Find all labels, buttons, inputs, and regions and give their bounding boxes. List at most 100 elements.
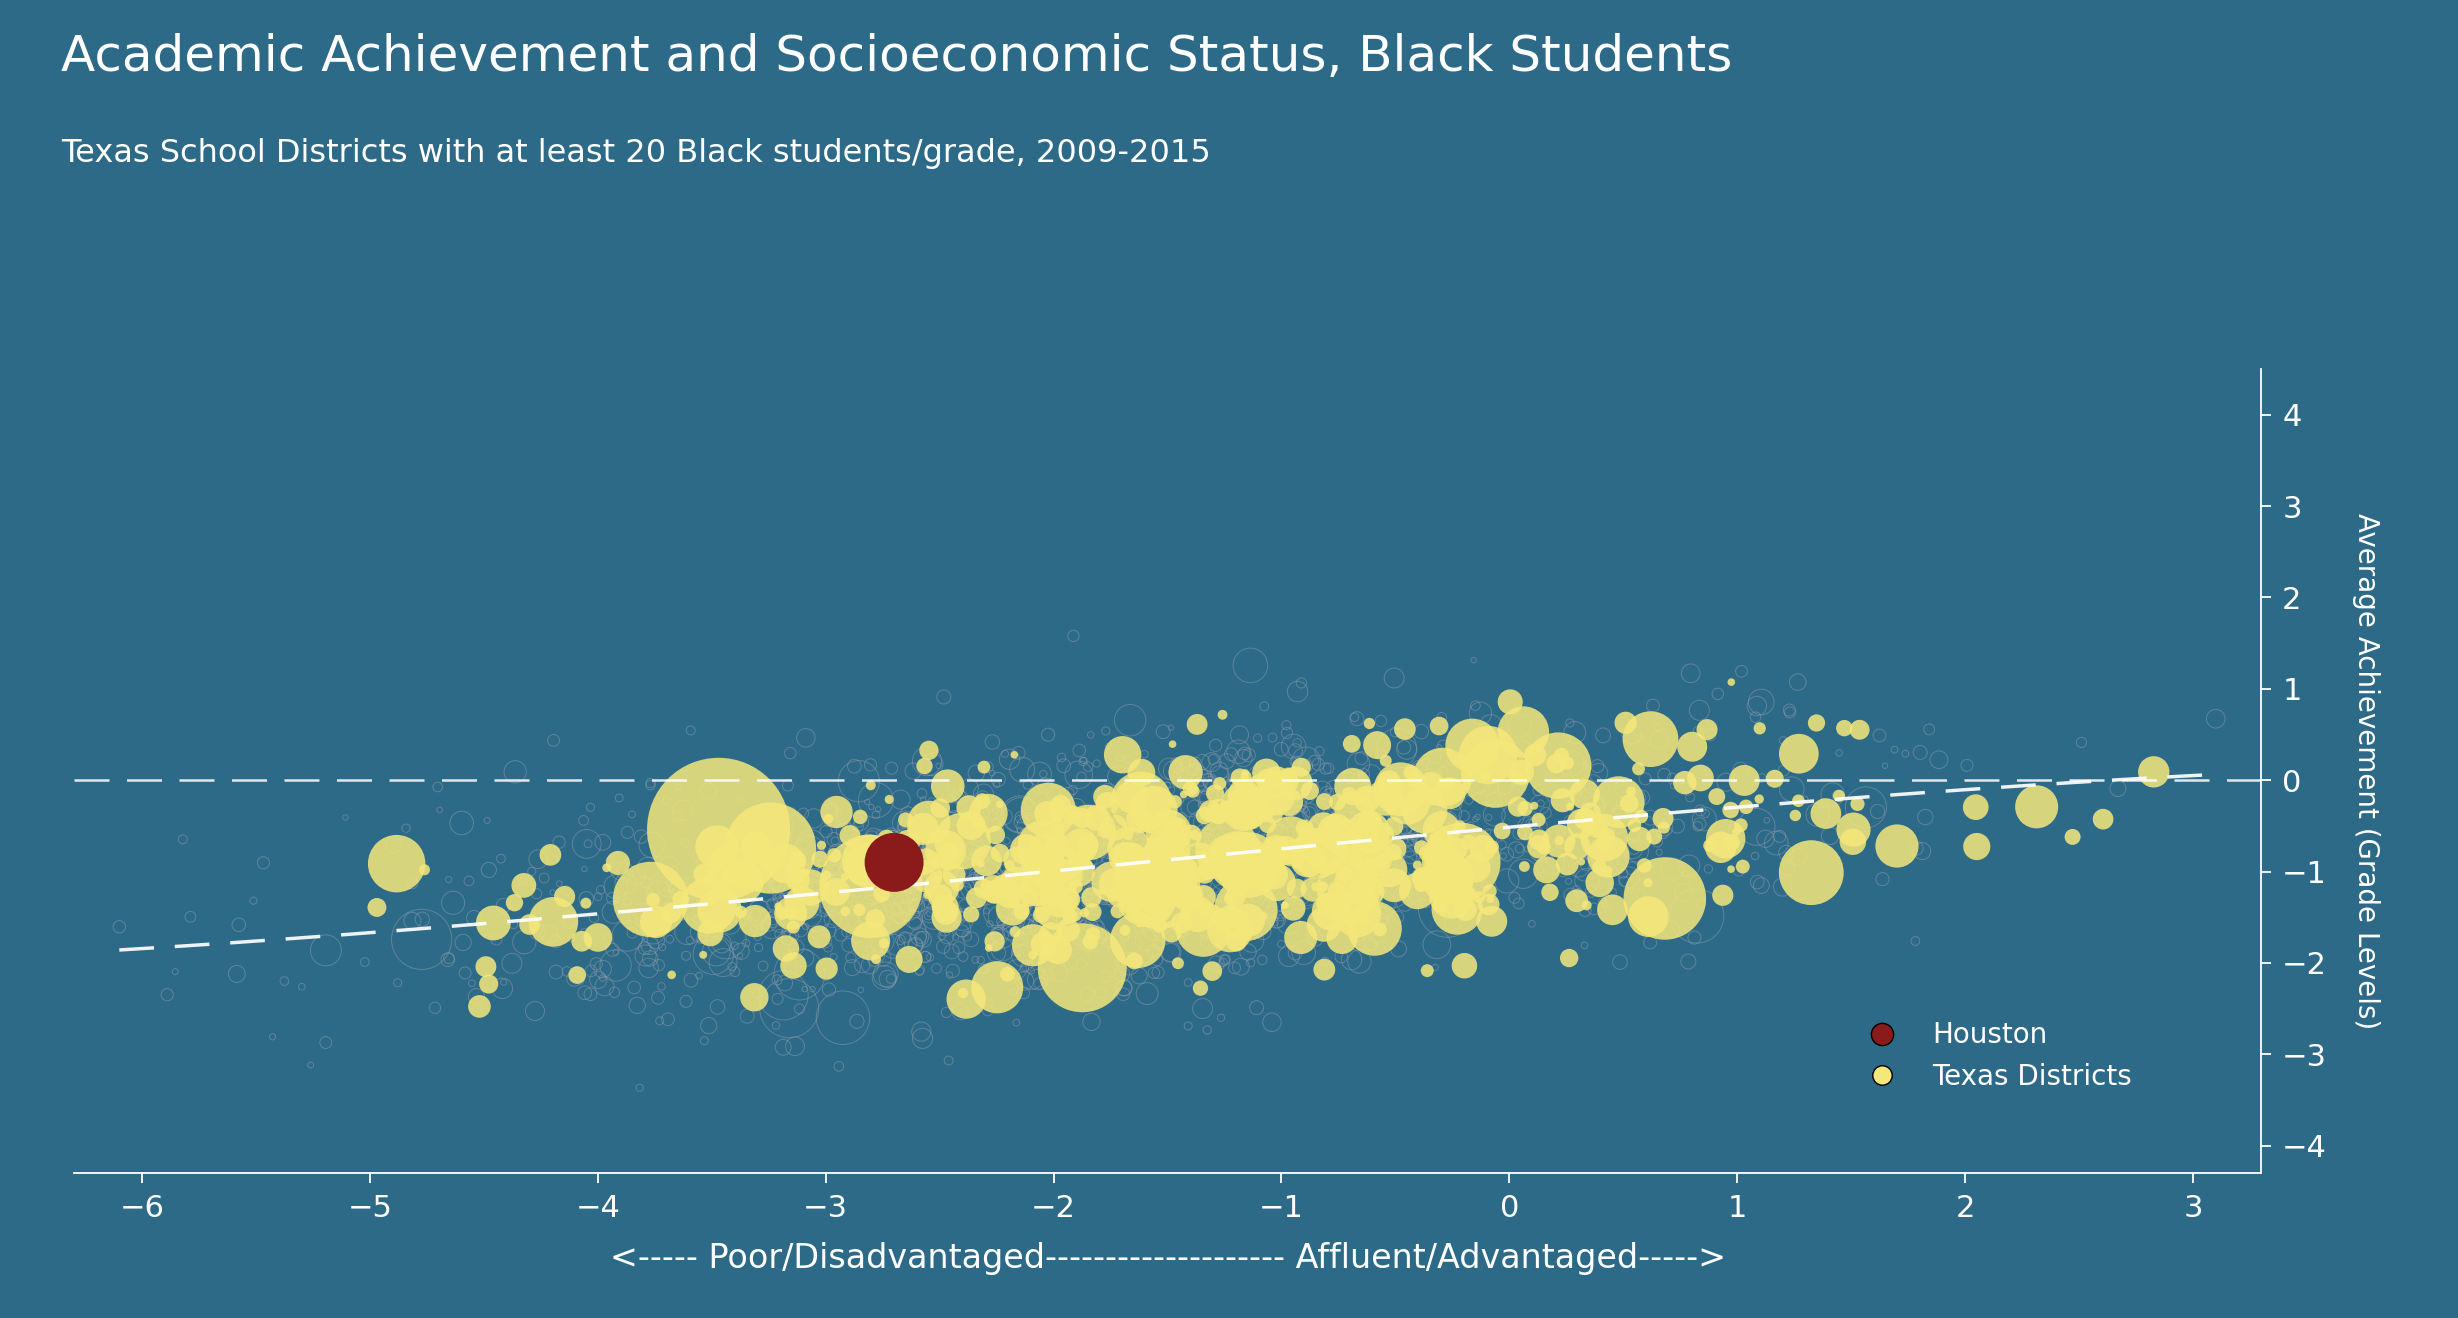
Point [1050, 905, 1089, 927]
Point [1286, 853, 1325, 874]
Point [1246, 762, 1286, 783]
Point [976, 902, 1015, 923]
Point [900, 927, 939, 948]
Point [1261, 817, 1300, 838]
Point [1182, 770, 1222, 791]
Point [905, 818, 944, 840]
Point [1067, 894, 1106, 915]
Point [1222, 826, 1261, 847]
Point [1278, 853, 1317, 874]
Point [1163, 912, 1202, 933]
Point [1568, 895, 1608, 916]
Point [1069, 757, 1109, 778]
Point [1303, 858, 1342, 879]
Point [1721, 759, 1760, 780]
Point [1605, 712, 1644, 733]
Point [875, 832, 914, 853]
Point [1018, 840, 1057, 861]
Point [1040, 863, 1079, 884]
Point [1089, 784, 1128, 805]
Point [1249, 815, 1288, 836]
Point [1121, 915, 1160, 936]
Point [1072, 936, 1111, 957]
Point [1182, 920, 1222, 941]
Point [760, 924, 799, 945]
Point [1325, 863, 1364, 884]
Point [998, 875, 1037, 896]
Point [784, 874, 823, 895]
Point [964, 863, 1003, 884]
Point [1185, 887, 1224, 908]
Point [1136, 871, 1175, 892]
Point [1010, 833, 1050, 854]
Point [1094, 932, 1133, 953]
Point [1281, 793, 1320, 815]
Point [1544, 863, 1583, 884]
Point [646, 888, 686, 909]
Point [1072, 859, 1111, 880]
Point [1293, 879, 1332, 900]
Point [1116, 755, 1155, 776]
Point [1077, 862, 1116, 883]
Point [907, 863, 946, 884]
Point [1261, 739, 1300, 760]
Point [1475, 763, 1514, 784]
Point [1067, 888, 1106, 909]
Point [1630, 729, 1669, 750]
Point [1357, 862, 1396, 883]
Point [612, 804, 651, 825]
Point [1278, 878, 1317, 899]
Point [1241, 858, 1281, 879]
Point [1104, 811, 1143, 832]
Point [1236, 853, 1276, 874]
Point [1207, 838, 1246, 859]
Point [966, 900, 1005, 921]
Point [1499, 838, 1539, 859]
Point [939, 786, 978, 807]
Point [838, 920, 878, 941]
Point [767, 941, 806, 962]
Point [855, 904, 895, 925]
Point [998, 1012, 1037, 1033]
Point [1244, 867, 1283, 888]
Point [482, 849, 521, 870]
Point [1086, 966, 1126, 987]
Point [1322, 905, 1362, 927]
Point [1408, 960, 1448, 981]
Point [1052, 844, 1091, 865]
Point [1423, 735, 1463, 757]
Point [307, 940, 347, 961]
Point [1217, 931, 1256, 952]
Point [750, 863, 789, 884]
Point [897, 824, 936, 845]
Point [1556, 783, 1595, 804]
Point [504, 870, 543, 891]
Point [1273, 770, 1313, 791]
Point [998, 960, 1037, 981]
Point [919, 886, 959, 907]
Point [868, 828, 907, 849]
Point [895, 936, 934, 957]
Point [769, 917, 809, 938]
Point [1148, 818, 1187, 840]
Point [1517, 735, 1556, 757]
Point [1113, 820, 1153, 841]
Point [1234, 813, 1273, 834]
Point [939, 937, 978, 958]
Point [1084, 924, 1123, 945]
Point [1445, 750, 1485, 771]
Point [814, 908, 853, 929]
Point [755, 874, 794, 895]
Point [1013, 907, 1052, 928]
Point [737, 927, 777, 948]
Point [1357, 734, 1396, 755]
Point [1008, 807, 1047, 828]
Point [1406, 842, 1445, 863]
Point [1118, 965, 1158, 986]
Point [1406, 800, 1445, 821]
Point [1104, 978, 1143, 999]
Point [895, 879, 934, 900]
Point [919, 903, 959, 924]
Point [1399, 880, 1438, 902]
Point [1150, 898, 1190, 919]
